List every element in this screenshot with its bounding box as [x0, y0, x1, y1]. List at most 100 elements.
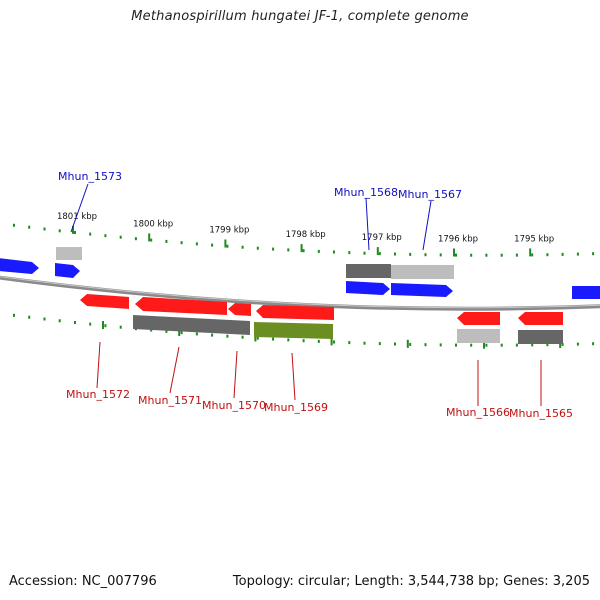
minor-tick	[500, 253, 503, 257]
major-tick	[254, 333, 257, 342]
kbp-tick-label: 1801 kbp	[57, 212, 97, 222]
minor-tick	[424, 343, 427, 347]
minor-tick	[58, 229, 61, 233]
cds-mhun-1571[interactable]	[133, 315, 250, 335]
reverse-gene-mhun-1572[interactable]	[80, 294, 129, 309]
minor-tick	[485, 343, 488, 347]
reverse-gene-mhun-1566[interactable]	[457, 312, 500, 325]
forward-gene-mhun-1567[interactable]	[391, 283, 453, 297]
reverse-gene-mhun-1565[interactable]	[518, 312, 563, 325]
minor-tick	[409, 342, 412, 346]
forward-gene-edge-left[interactable]	[0, 258, 39, 274]
minor-tick	[226, 334, 229, 338]
forward-genes	[0, 258, 600, 299]
minor-tick	[409, 252, 412, 256]
minor-tick	[394, 252, 396, 256]
minor-tick	[378, 252, 381, 256]
gene-labels: Mhun_1573 Mhun_1568 Mhun_1567 Mhun_1572 …	[58, 170, 573, 420]
minor-tick	[576, 252, 579, 256]
minor-tick	[165, 239, 168, 243]
minor-tick	[515, 253, 518, 257]
gene-label-mhun-1566[interactable]: Mhun_1566	[446, 406, 510, 419]
minor-tick	[592, 342, 595, 346]
gene-label-mhun-1568[interactable]: Mhun_1568	[334, 186, 398, 199]
minor-tick	[515, 343, 518, 347]
minor-tick	[119, 235, 122, 239]
label-leader-lines	[70, 183, 542, 406]
forward-gene-edge-right[interactable]	[572, 286, 600, 299]
minor-tick	[439, 253, 442, 257]
minor-tick	[89, 322, 92, 326]
minor-tick	[43, 317, 46, 321]
minor-tick	[180, 331, 183, 335]
minor-tick	[272, 247, 275, 251]
minor-tick	[561, 252, 564, 256]
major-tick	[376, 247, 379, 256]
minor-tick	[180, 241, 183, 245]
reverse-gene-mhun-1569[interactable]	[256, 305, 334, 320]
reverse-genes	[80, 294, 563, 325]
minor-tick	[226, 244, 229, 248]
kbp-tick-label: 1796 kbp	[438, 235, 478, 245]
major-tick	[178, 328, 181, 336]
gene-label-mhun-1567[interactable]: Mhun_1567	[398, 188, 462, 201]
cds-mhun-1569[interactable]	[254, 322, 333, 339]
minor-tick	[150, 328, 153, 332]
genome-backbone-highlight	[0, 276, 600, 309]
minor-tick	[561, 342, 564, 346]
forward-gene-mhun-1568[interactable]	[346, 281, 390, 295]
minor-tick	[287, 338, 290, 342]
cds-mhun-1568[interactable]	[346, 264, 391, 278]
minor-tick	[424, 253, 427, 257]
forward-gene-mhun-1573[interactable]	[55, 263, 80, 278]
minor-tick	[272, 337, 275, 341]
minor-tick	[241, 245, 244, 249]
reverse-gene-mhun-1570[interactable]	[228, 303, 251, 316]
gene-label-mhun-1569[interactable]: Mhun_1569	[264, 401, 328, 414]
cds-mhun-1566[interactable]	[457, 329, 500, 343]
minor-tick	[317, 249, 320, 253]
gene-label-mhun-1571[interactable]: Mhun_1571	[138, 394, 202, 407]
kbp-tick-label: 1798 kbp	[286, 230, 326, 240]
minor-tick	[394, 342, 396, 346]
minor-tick	[211, 333, 214, 337]
gene-label-mhun-1572[interactable]: Mhun_1572	[66, 388, 130, 401]
gene-label-mhun-1565[interactable]: Mhun_1565	[509, 407, 573, 420]
minor-tick	[317, 339, 320, 343]
minor-tick	[256, 246, 259, 250]
minor-tick	[43, 227, 46, 231]
cds-mhun-1573[interactable]	[56, 247, 82, 260]
cds-mhun-1567[interactable]	[391, 265, 454, 279]
minor-tick	[28, 315, 31, 319]
minor-tick	[439, 343, 442, 347]
minor-tick	[195, 242, 198, 246]
kbp-tick-labels: 1801 kbp 1800 kbp 1799 kbp 1798 kbp 1797 kbp…	[57, 212, 554, 245]
reverse-cds	[133, 315, 563, 344]
minor-tick	[211, 243, 214, 247]
major-tick	[330, 337, 333, 346]
inner-tick-dots	[13, 313, 595, 349]
minor-tick	[302, 249, 305, 253]
minor-tick	[195, 332, 198, 336]
minor-tick	[134, 237, 137, 241]
minor-tick	[28, 225, 31, 229]
minor-tick	[378, 342, 381, 346]
gene-label-mhun-1570[interactable]: Mhun_1570	[202, 399, 266, 412]
minor-tick	[302, 339, 305, 343]
forward-cds	[56, 247, 454, 279]
minor-tick	[531, 253, 534, 257]
minor-tick	[546, 253, 549, 257]
cds-mhun-1565[interactable]	[518, 330, 563, 344]
major-tick	[72, 225, 74, 234]
minor-tick	[165, 329, 168, 333]
minor-tick	[287, 248, 290, 252]
reverse-gene-mhun-1571[interactable]	[135, 297, 227, 315]
gene-label-mhun-1573[interactable]: Mhun_1573	[58, 170, 122, 183]
major-tick	[529, 248, 532, 257]
major-tick	[406, 339, 409, 348]
minor-tick	[13, 313, 15, 317]
minor-tick	[546, 343, 549, 347]
minor-tick	[104, 234, 107, 238]
minor-tick	[241, 335, 244, 339]
